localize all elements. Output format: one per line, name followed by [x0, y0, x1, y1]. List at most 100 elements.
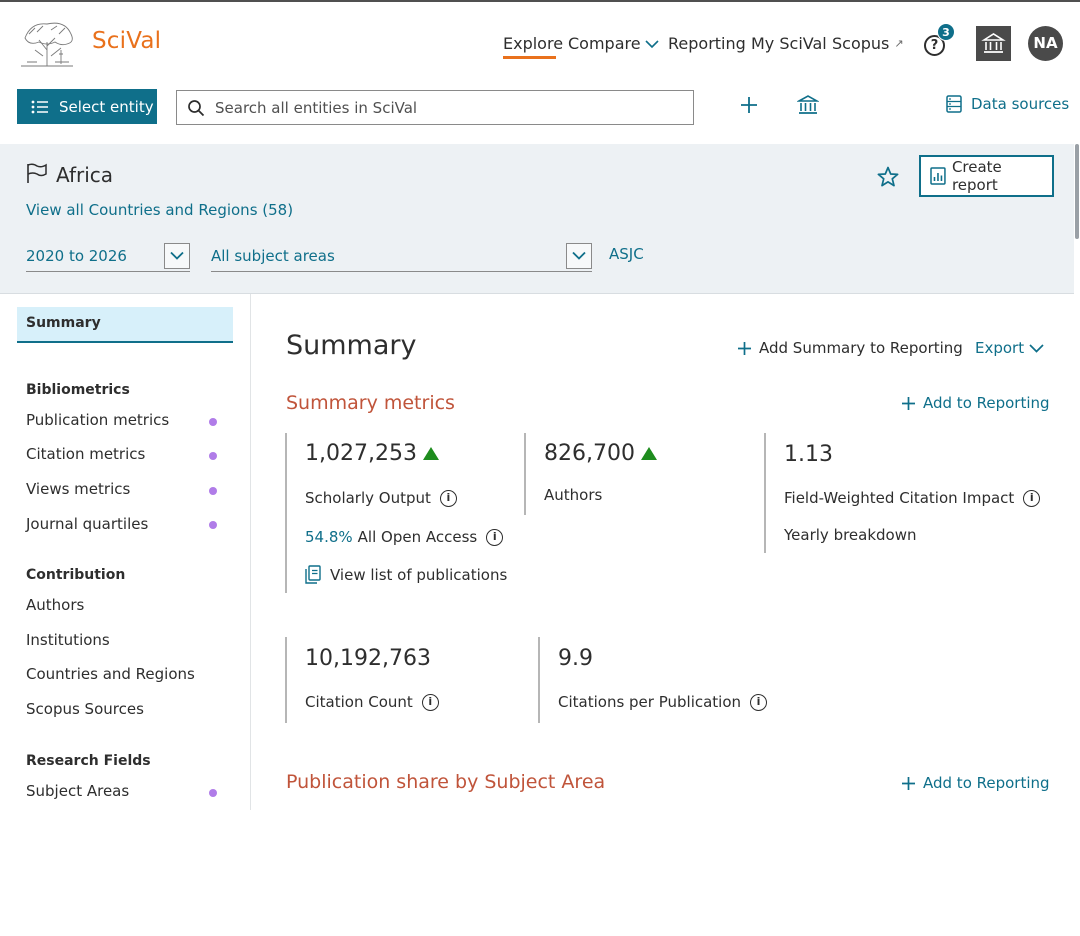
citations-per-pub-text: Citations per Publication [558, 693, 742, 711]
external-link-icon: ↗ [894, 37, 904, 50]
open-access-percentage[interactable]: 54.8% [305, 528, 353, 546]
view-publications-link[interactable]: View list of publications [305, 565, 507, 584]
top-border [0, 0, 1080, 2]
scholarly-output-label: Scholarly Output i [305, 489, 457, 507]
sidebar-heading-bibliometrics: Bibliometrics [26, 382, 130, 398]
nav-explore[interactable]: Explore [503, 34, 564, 53]
nav-scopus-label: Scopus [832, 34, 890, 53]
open-access-label: All Open Access [357, 528, 478, 546]
open-access-row: 54.8% All Open Access i [305, 528, 504, 546]
info-icon[interactable]: i [439, 489, 457, 507]
database-icon [946, 95, 962, 113]
fwci-text: Field-Weighted Citation Impact [784, 489, 1015, 507]
authors-label: Authors [544, 486, 603, 504]
sidebar-item-subject-areas[interactable]: Subject Areas [26, 782, 130, 800]
open-access-text: 54.8% All Open Access [305, 528, 477, 546]
year-dropdown-toggle[interactable] [164, 242, 190, 269]
elsevier-tree-logo[interactable] [17, 16, 77, 70]
chevron-down-icon [572, 251, 586, 260]
subject-area-dropdown[interactable]: All subject areas [211, 240, 592, 272]
new-indicator-dot [209, 789, 217, 797]
data-sources-button[interactable]: Data sources [946, 95, 1069, 113]
document-list-icon [305, 565, 321, 584]
add-entity-plus-icon[interactable] [738, 94, 760, 116]
export-label: Export [975, 339, 1025, 357]
nav-compare[interactable]: Compare [568, 34, 659, 53]
notification-badge: 3 [937, 23, 955, 41]
star-icon[interactable] [876, 165, 900, 189]
search-box[interactable] [176, 90, 694, 125]
view-all-countries-link[interactable]: View all Countries and Regions (58) [26, 201, 294, 219]
metric-divider [764, 433, 766, 553]
authors-number: 826,700 [544, 441, 635, 466]
yearly-breakdown-link[interactable]: Yearly breakdown [784, 526, 917, 544]
sidebar-item-views-metrics[interactable]: Views metrics [26, 480, 131, 498]
select-entity-label: Select entity [59, 97, 154, 116]
plus-icon [902, 396, 915, 410]
entity-banner [0, 144, 1074, 294]
select-entity-button[interactable]: Select entity [17, 89, 157, 124]
subject-dropdown-toggle[interactable] [566, 242, 592, 269]
create-report-button[interactable]: Create report [919, 155, 1054, 197]
summary-metrics-title: Summary metrics [286, 392, 455, 414]
sidebar-item-institutions[interactable]: Institutions [26, 631, 110, 649]
sidebar-heading-research-fields: Research Fields [26, 753, 151, 769]
sidebar-item-citation-metrics[interactable]: Citation metrics [26, 445, 146, 463]
create-report-label: Create report [951, 158, 1002, 194]
metric-divider [285, 433, 287, 593]
add-summary-to-reporting-button[interactable]: Add Summary to Reporting [737, 339, 963, 357]
year-range-dropdown[interactable]: 2020 to 2026 [26, 240, 190, 272]
fwci-label: Field-Weighted Citation Impact i [784, 489, 1041, 507]
asjc-classification-link[interactable]: ASJC [609, 245, 644, 263]
subject-area-value: All subject areas [211, 246, 335, 265]
citations-per-pub-value: 9.9 [558, 646, 593, 671]
search-input[interactable] [215, 98, 685, 117]
entity-name: Africa [56, 163, 114, 187]
add-to-reporting-label: Add to Reporting [923, 774, 1050, 792]
sidebar-item-summary[interactable]: Summary [17, 307, 233, 343]
authors-value: 826,700 [544, 441, 657, 466]
sidebar-item-publication-metrics[interactable]: Publication metrics [26, 411, 170, 429]
nav-reporting[interactable]: Reporting [668, 34, 746, 53]
nav-my-scival[interactable]: My SciVal [751, 34, 827, 53]
flag-icon [27, 163, 47, 183]
sidebar-item-scopus-sources[interactable]: Scopus Sources [26, 700, 144, 718]
new-indicator-dot [209, 418, 217, 426]
info-icon[interactable]: i [1023, 489, 1041, 507]
scholarly-output-value: 1,027,253 [305, 441, 439, 466]
add-to-reporting-label: Add to Reporting [923, 394, 1050, 412]
citation-count-text: Citation Count [305, 693, 413, 711]
chevron-down-icon [170, 251, 184, 260]
info-icon[interactable]: i [750, 693, 768, 711]
trend-up-icon [640, 447, 657, 460]
user-avatar[interactable]: NA [1028, 26, 1063, 61]
sidebar-item-countries-regions[interactable]: Countries and Regions [26, 665, 195, 683]
scholarly-output-text: Scholarly Output [305, 489, 431, 507]
info-icon[interactable]: i [421, 693, 439, 711]
nav-compare-label: Compare [568, 34, 641, 53]
plus-icon [902, 776, 915, 790]
sidebar-item-journal-quartiles[interactable]: Journal quartiles [26, 515, 149, 533]
nav-active-indicator [503, 56, 556, 59]
fwci-value: 1.13 [784, 442, 833, 467]
list-icon [31, 100, 48, 113]
plus-icon [738, 341, 751, 355]
add-to-reporting-button[interactable]: Add to Reporting [901, 774, 1050, 792]
chevron-down-icon [645, 39, 659, 48]
report-chart-icon [930, 167, 946, 185]
new-indicator-dot [209, 487, 217, 495]
institution-button[interactable] [976, 26, 1011, 61]
add-summary-label: Add Summary to Reporting [759, 339, 963, 357]
help-icon[interactable]: ? [924, 35, 945, 56]
scholarly-output-number: 1,027,253 [305, 441, 417, 466]
institution-icon[interactable] [797, 93, 819, 117]
sidebar-item-authors[interactable]: Authors [26, 596, 85, 614]
sidebar-divider [250, 294, 251, 810]
trend-up-icon [422, 447, 439, 460]
info-icon[interactable]: i [486, 528, 504, 546]
scival-brand[interactable]: SciVal [92, 28, 162, 54]
nav-scopus[interactable]: Scopus ↗ [832, 34, 904, 53]
add-to-reporting-button[interactable]: Add to Reporting [901, 394, 1050, 412]
scrollbar[interactable] [1075, 144, 1079, 239]
export-button[interactable]: Export [975, 339, 1044, 357]
